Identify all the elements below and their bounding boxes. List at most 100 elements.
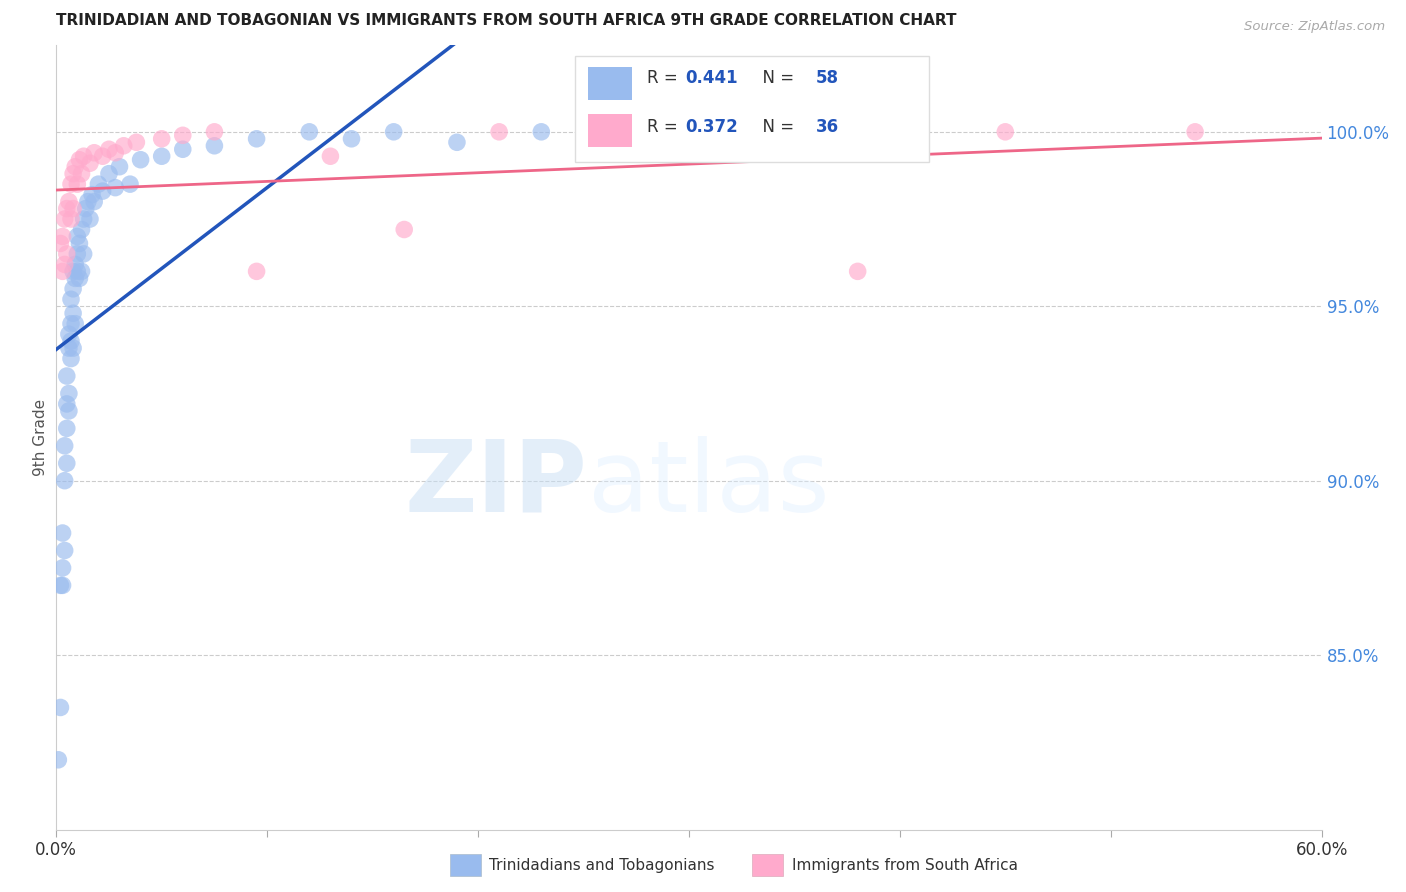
Point xyxy=(1184,125,1206,139)
Point xyxy=(79,156,101,170)
Point xyxy=(49,700,72,714)
Point xyxy=(52,264,75,278)
Point xyxy=(70,167,93,181)
Point xyxy=(67,271,90,285)
Point xyxy=(67,236,90,251)
Point xyxy=(150,149,173,163)
Point xyxy=(91,184,114,198)
Point xyxy=(125,136,148,150)
Point xyxy=(112,138,135,153)
Point xyxy=(202,138,225,153)
Point xyxy=(52,229,75,244)
Point xyxy=(75,202,97,216)
Point xyxy=(245,132,267,146)
Point xyxy=(59,177,82,191)
Point xyxy=(83,145,105,160)
Point xyxy=(129,153,152,167)
Point xyxy=(59,351,82,366)
Point xyxy=(58,386,80,401)
Point xyxy=(65,160,87,174)
Point xyxy=(202,125,225,139)
Point xyxy=(73,247,96,261)
Point xyxy=(79,212,101,227)
Point xyxy=(446,136,468,150)
Text: Source: ZipAtlas.com: Source: ZipAtlas.com xyxy=(1244,20,1385,33)
Point xyxy=(83,194,105,209)
Point xyxy=(91,149,114,163)
Text: atlas: atlas xyxy=(588,435,830,533)
Point xyxy=(394,222,416,236)
Point xyxy=(70,222,93,236)
Point xyxy=(49,578,72,592)
Text: TRINIDADIAN AND TOBAGONIAN VS IMMIGRANTS FROM SOUTH AFRICA 9TH GRADE CORRELATION: TRINIDADIAN AND TOBAGONIAN VS IMMIGRANTS… xyxy=(56,13,956,29)
Point xyxy=(59,212,82,227)
Point xyxy=(298,125,321,139)
Point xyxy=(66,229,89,244)
FancyBboxPatch shape xyxy=(575,56,929,162)
Point xyxy=(48,753,70,767)
Point xyxy=(488,125,510,139)
Point xyxy=(73,149,96,163)
Point xyxy=(53,257,76,271)
Point xyxy=(73,212,96,227)
Point xyxy=(52,561,75,575)
Point xyxy=(382,125,405,139)
Point xyxy=(56,369,79,384)
Point xyxy=(120,177,141,191)
Point xyxy=(56,202,79,216)
Point xyxy=(59,334,82,348)
Point xyxy=(53,439,76,453)
Point xyxy=(58,404,80,418)
Point xyxy=(66,177,89,191)
Point xyxy=(98,142,120,156)
Point xyxy=(58,327,80,342)
Point xyxy=(53,212,76,227)
Point xyxy=(62,341,84,355)
Point xyxy=(49,236,72,251)
Text: 0.372: 0.372 xyxy=(685,118,738,136)
Point xyxy=(150,132,173,146)
Point xyxy=(62,202,84,216)
Point xyxy=(98,167,120,181)
Point xyxy=(245,264,267,278)
Point xyxy=(76,194,98,209)
Point xyxy=(56,456,79,470)
Point xyxy=(53,474,76,488)
Point xyxy=(87,177,110,191)
Point xyxy=(62,264,84,278)
Text: Trinidadians and Tobagonians: Trinidadians and Tobagonians xyxy=(489,858,714,872)
Point xyxy=(593,125,616,139)
Point xyxy=(65,317,87,331)
Point xyxy=(846,264,869,278)
Text: 36: 36 xyxy=(815,118,838,136)
Point xyxy=(53,543,76,558)
Point xyxy=(62,306,84,320)
Text: N =: N = xyxy=(752,118,800,136)
Point xyxy=(58,341,80,355)
Text: N =: N = xyxy=(752,70,800,87)
Text: 0.441: 0.441 xyxy=(685,70,738,87)
Point xyxy=(66,247,89,261)
Point xyxy=(59,317,82,331)
Point xyxy=(172,142,194,156)
Text: R =: R = xyxy=(647,70,683,87)
Point xyxy=(319,149,342,163)
Point xyxy=(62,167,84,181)
Point xyxy=(65,271,87,285)
Point xyxy=(56,421,79,435)
Point xyxy=(56,247,79,261)
Point xyxy=(58,194,80,209)
Point xyxy=(56,397,79,411)
Text: 58: 58 xyxy=(815,70,838,87)
Point xyxy=(340,132,363,146)
Y-axis label: 9th Grade: 9th Grade xyxy=(32,399,48,475)
Point xyxy=(699,125,721,139)
Point xyxy=(104,180,127,194)
Point xyxy=(104,145,127,160)
Point xyxy=(530,125,553,139)
FancyBboxPatch shape xyxy=(588,113,631,146)
Point xyxy=(82,187,104,202)
Text: R =: R = xyxy=(647,118,683,136)
Point xyxy=(67,153,90,167)
Point xyxy=(52,526,75,541)
